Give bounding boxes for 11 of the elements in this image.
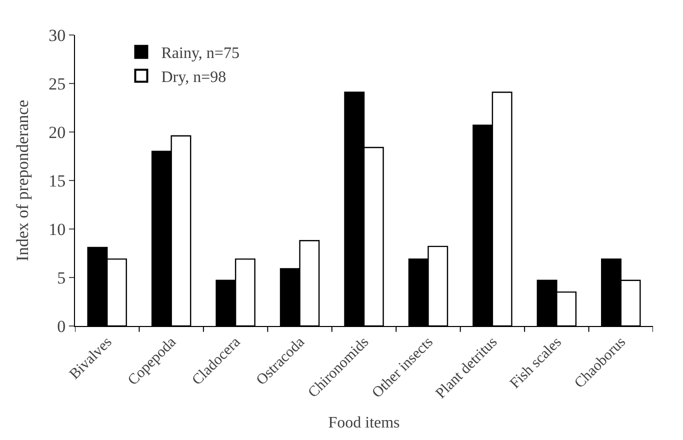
legend-label: Dry, n=98 xyxy=(161,68,226,86)
y-tick-label: 30 xyxy=(48,26,66,45)
y-tick-label: 15 xyxy=(48,171,66,190)
legend-label: Rainy, n=75 xyxy=(161,45,240,62)
y-tick-label: 5 xyxy=(57,268,66,288)
y-tick-label: 20 xyxy=(48,122,66,142)
y-axis-title: Index of preponderance xyxy=(13,100,32,262)
x-axis-title: Food items xyxy=(328,414,400,432)
y-tick-label: 10 xyxy=(48,220,66,239)
y-tick-label: 0 xyxy=(57,316,66,336)
y-tick-label: 25 xyxy=(48,74,66,94)
